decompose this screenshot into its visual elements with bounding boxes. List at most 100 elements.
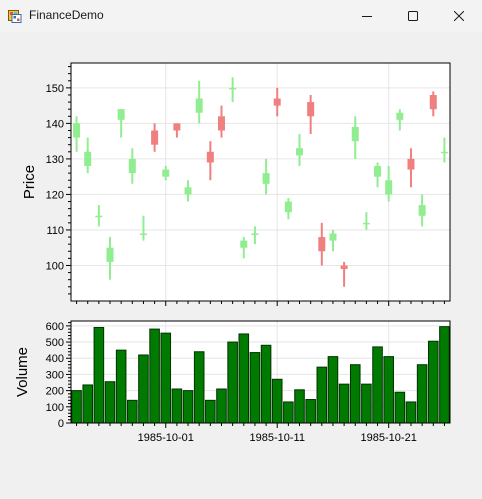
candle-body [128, 158, 136, 174]
candle-body [229, 87, 237, 90]
minimize-icon [362, 16, 372, 17]
close-icon [454, 11, 464, 21]
volume-bar [71, 390, 82, 424]
volume-bar [349, 364, 361, 424]
volume-bar [216, 388, 227, 424]
volume-bar [171, 388, 183, 424]
candle-body [340, 265, 348, 270]
volume-bar [193, 351, 205, 424]
volume-ytick-label: 500 [46, 337, 64, 349]
volume-bar [160, 332, 172, 424]
volume-bar [115, 349, 127, 424]
candle-body [84, 151, 92, 167]
volume-xtick-label: 1985-10-21 [361, 432, 417, 444]
candle-body [407, 158, 415, 170]
candle-body [139, 233, 147, 236]
volume-axis-title: Volume [14, 347, 31, 397]
volume-bar [82, 384, 94, 424]
volume-xtick-label: 1985-10-11 [249, 432, 304, 444]
volume-plot-frame [70, 320, 451, 424]
candle-body [396, 112, 404, 120]
candle-body [206, 151, 214, 163]
volume-bar [227, 341, 238, 424]
candle-body [73, 123, 81, 138]
candle-body [151, 130, 159, 145]
candle-body [418, 205, 426, 216]
candle-body [184, 187, 192, 195]
volume-ytick-label: 200 [46, 386, 64, 398]
candle-body [273, 98, 281, 106]
candle-body [351, 126, 359, 142]
candle-body [385, 180, 393, 195]
window-title: FinanceDemo [29, 8, 104, 22]
price-ytick-label: 130 [46, 154, 64, 166]
candle-body [440, 151, 448, 154]
price-ytick-label: 150 [46, 83, 64, 95]
volume-bar [427, 340, 439, 424]
candle-body [251, 233, 259, 236]
volume-bar [260, 344, 272, 424]
volume-bar [383, 356, 394, 424]
price-ytick-label: 120 [46, 189, 64, 201]
maximize-button[interactable] [390, 0, 436, 32]
volume-bar [149, 328, 160, 424]
volume-bar [238, 333, 250, 424]
price-plot-frame [70, 62, 451, 302]
candle-body [262, 173, 270, 184]
candle-body [240, 240, 248, 248]
volume-bar [93, 326, 105, 424]
volume-bar [283, 401, 294, 424]
candle-body [106, 247, 114, 262]
candle-body [217, 116, 225, 131]
candle-body [284, 201, 292, 213]
volume-bar [405, 401, 417, 424]
chart-area: 100 110 120 130 140 150 0 100 200 300 400 500 600 198… [0, 32, 482, 494]
app-icon [8, 9, 22, 23]
volume-bar [316, 366, 328, 424]
price-ytick-label: 140 [46, 118, 64, 130]
candle-body [374, 166, 382, 177]
volume-bar [394, 391, 406, 424]
volume-ytick-label: 0 [58, 418, 64, 430]
finance-chart: 100 110 120 130 140 150 0 100 200 300 400 500 600 198… [14, 62, 451, 444]
volume-bar [416, 364, 428, 424]
volume-bar [338, 383, 350, 424]
volume-bar [305, 399, 316, 424]
price-ytick-label: 110 [46, 225, 64, 237]
price-axis-title: Price [21, 165, 38, 199]
volume-bar [182, 390, 194, 424]
candle-body [318, 237, 326, 252]
title-bar[interactable]: FinanceDemo [0, 0, 482, 32]
volume-bar [294, 389, 305, 424]
candle-body [329, 233, 337, 241]
candle-body [195, 98, 203, 113]
volume-bar [372, 346, 383, 424]
volume-ytick-label: 300 [46, 369, 64, 381]
candle-body [162, 169, 170, 177]
volume-ytick-label: 400 [46, 353, 64, 365]
volume-bar [439, 326, 450, 424]
candle-body [362, 222, 370, 225]
volume-bar [361, 383, 372, 424]
candle-body [296, 148, 304, 156]
candle-body [429, 94, 437, 110]
volume-bar [249, 352, 261, 424]
candle-body [95, 215, 103, 218]
volume-bar [205, 399, 216, 424]
volume-bar [327, 356, 339, 424]
volume-ytick-label: 100 [46, 402, 64, 414]
candle-body [173, 123, 181, 131]
minimize-button[interactable] [344, 0, 390, 32]
volume-bar [271, 378, 283, 424]
candle-body [117, 109, 125, 120]
volume-ytick-label: 600 [46, 321, 64, 333]
candle-body [307, 102, 315, 117]
maximize-icon [408, 11, 418, 21]
volume-xtick-label: 1985-10-01 [138, 432, 194, 444]
price-ytick-label: 100 [46, 260, 64, 272]
volume-bar [104, 381, 116, 424]
volume-bar [138, 354, 149, 424]
close-button[interactable] [436, 0, 482, 32]
volume-bar [127, 399, 138, 424]
